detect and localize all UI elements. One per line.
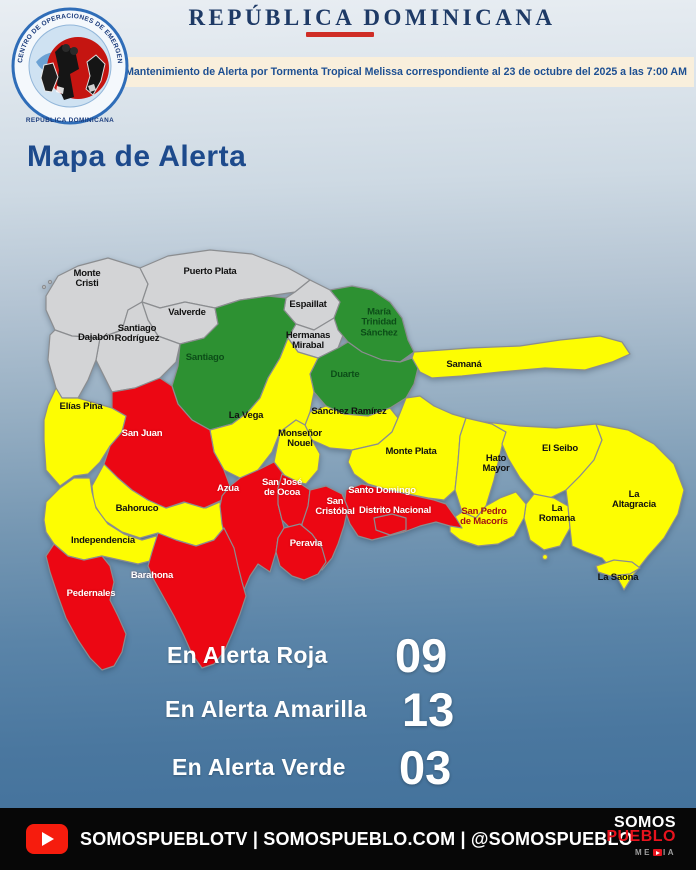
province-shape-distrito-nacional xyxy=(373,513,407,536)
somos-pueblo-logo: SOMOS PUEBLO ME IA xyxy=(606,815,676,860)
province-shape-islet-nw2 xyxy=(47,279,53,285)
province-shape-el-seibo xyxy=(484,421,603,499)
province-shape-barahona xyxy=(147,527,247,669)
province-shape-islet-catalina xyxy=(541,553,549,561)
fists-graphic xyxy=(40,37,109,100)
province-shape-la-saona xyxy=(595,559,641,577)
title-underline xyxy=(306,32,374,37)
legend-label-yellow: En Alerta Amarilla xyxy=(165,696,367,722)
province-shape-la-altagracia xyxy=(565,423,685,591)
youtube-icon xyxy=(26,824,68,854)
province-shape-monsenor-nouel xyxy=(273,419,321,485)
province-shape-peravia xyxy=(275,523,327,581)
province-shape-duarte xyxy=(309,341,419,417)
province-shape-la-romana xyxy=(523,493,571,551)
map-heading: Mapa de Alerta xyxy=(27,140,247,173)
coe-seal-logo: CENTRO DE OPERACIONES DE EMERGENCIAS REP… xyxy=(8,2,129,125)
legend-label-red: En Alerta Roja xyxy=(167,642,328,668)
legend-value-green: 03 xyxy=(399,741,452,794)
brand-somos: SOMOS xyxy=(613,814,676,831)
kicker-clipped: PRESIDENCIA DE LA xyxy=(0,0,696,5)
brand-media-left: ME xyxy=(635,848,652,857)
page-title: REPÚBLICA DOMINICANA xyxy=(188,5,556,30)
brand-media-right: IA xyxy=(663,848,676,857)
footer-bar: SOMOSPUEBLOTV | SOMOSPUEBLO.COM | @SOMOS… xyxy=(0,808,696,870)
play-icon xyxy=(653,849,662,856)
alert-banner: Mantenimiento de Alerta por Tormenta Tro… xyxy=(118,57,694,87)
social-handles: SOMOSPUEBLOTV | SOMOSPUEBLO.COM | @SOMOS… xyxy=(80,829,633,849)
legend-value-yellow: 13 xyxy=(402,683,455,736)
province-shape-islet-nw1 xyxy=(41,284,47,290)
legend-label-green: En Alerta Verde xyxy=(172,754,346,780)
seal-ring-text-bottom: REPÚBLICA DOMINICANA xyxy=(26,115,114,124)
province-shape-samana xyxy=(411,335,631,379)
province-shape-santo-domingo xyxy=(343,483,463,541)
province-shape-san-pedro-de-macoris xyxy=(449,491,527,547)
province-shape-san-juan xyxy=(103,377,231,509)
legend-value-red: 09 xyxy=(395,629,448,682)
brand-media: ME IA xyxy=(606,845,676,860)
province-shape-pedernales xyxy=(45,543,127,671)
brand-pueblo: PUEBLO xyxy=(606,828,676,845)
